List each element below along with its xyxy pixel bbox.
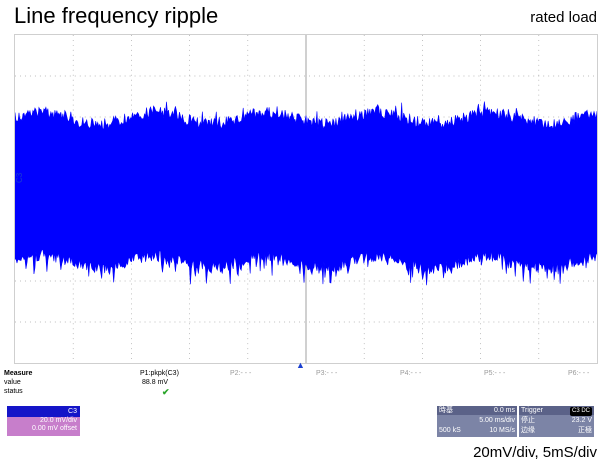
trigger-position-marker: ▲ [296,360,305,370]
value-row-label: value [4,379,21,386]
page-subtitle: rated load [530,9,597,26]
timebase-samples: 500 kS [439,427,461,434]
param-p6[interactable]: P6:- - - [568,370,590,377]
trigger-box[interactable]: Trigger C3 DC 停止 23.2 V 边缘 正極 [519,406,594,437]
param-p2[interactable]: P2:- - - [230,370,252,377]
timebase-rate: 10 MS/s [489,427,515,434]
trigger-mode-row: 停止 23.2 V [519,416,594,425]
trigger-level: 23.2 V [571,417,592,424]
measure-header-row: Measure P1:pkpk(C3) P2:- - - P3:- - - P4… [4,370,610,379]
param-p3[interactable]: P3:- - - [316,370,338,377]
status-row-label: status [4,388,23,395]
page-title: Line frequency ripple [14,3,219,28]
measure-value-row: value 88.8 mV [4,379,610,388]
channel-box-name: C3 [7,406,80,417]
caption: 20mV/div, 5mS/div [473,444,597,461]
trigger-label: Trigger [521,407,543,414]
measure-label: Measure [4,370,33,377]
status-ok-icon: ✔ [162,387,170,397]
trigger-type: 边缘 [521,427,535,434]
trigger-head: Trigger C3 DC [519,406,594,416]
timebase-tdiv-row: 5.00 ms/div [437,416,517,425]
channel-offset: 0.00 mV offset [31,425,77,432]
p1-value: 88.8 mV [142,379,169,386]
waveform-trace [15,101,597,286]
param-p4[interactable]: P4:- - - [400,370,422,377]
measure-status-row: status ✔ [4,387,610,397]
timebase-head: 時基 0.0 ms [437,406,517,415]
trigger-mode: 停止 [521,417,535,424]
timebase-rate-row: 500 kS 10 MS/s [437,426,517,435]
param-p5[interactable]: P5:- - - [484,370,506,377]
channel-label: C3 [15,172,24,183]
timebase-box[interactable]: 時基 0.0 ms 5.00 ms/div 500 kS 10 MS/s [437,406,517,437]
trigger-slope: 正極 [578,427,592,434]
timebase-tdiv: 5.00 ms/div [479,417,515,424]
channel-box-settings: 20.0 mV/div 0.00 mV offset [7,417,80,436]
channel-descriptor-box[interactable]: C3 20.0 mV/div 0.00 mV offset [7,406,80,436]
trigger-channel-badge: C3 DC [569,407,592,416]
channel-vdiv: 20.0 mV/div [40,417,77,424]
waveform-band [15,101,597,286]
timebase-label: 時基 [439,407,453,414]
trigger-type-row: 边缘 正極 [519,426,594,435]
timebase-delay: 0.0 ms [493,407,515,414]
param-p1[interactable]: P1:pkpk(C3) [140,370,179,377]
scope-display [14,34,598,364]
